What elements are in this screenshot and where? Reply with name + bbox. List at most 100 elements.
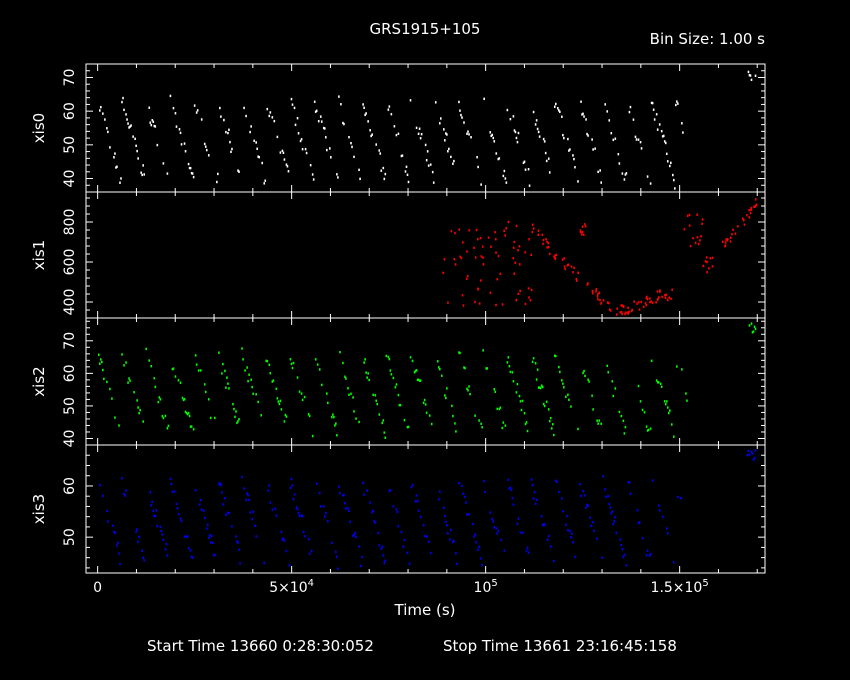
xis3-data-point [310,549,313,553]
xis1-data-point [711,256,714,260]
xis0-data-point [419,137,422,140]
xis0-data-point [669,161,672,165]
xis0-data-point [128,126,130,129]
xis1-data-point [651,301,654,304]
xis0-data-point [395,133,398,137]
xis0-data-point [192,175,195,179]
xis3-data-point [613,519,616,523]
xis0-data-point [338,95,340,98]
xis0-data-point [106,127,108,130]
xis1-data-point [683,228,686,231]
xis0-data-point [668,164,671,168]
xis3-data-point [102,494,104,498]
xis0-data-point [196,109,199,112]
xis2-data-point [532,357,535,360]
xis1-data-point [481,245,484,248]
x-tick-label: 0 [93,580,102,596]
xis2-data-point [358,420,360,424]
xis2-data-point [121,353,123,356]
xis3-data-point [590,524,592,528]
xis2-data-point [407,425,410,429]
xis0-data-point [188,166,191,170]
xis2-data-point [568,398,570,401]
xis2-data-point [195,363,198,366]
xis2-data-point [181,396,184,400]
xis0-data-point [754,74,757,77]
xis0-data-point [635,138,638,141]
xis2-data-point [285,415,288,418]
xis2-data-point [199,369,202,372]
xis2-data-point [271,380,274,383]
xis2-data-point [643,411,646,414]
xis1-data-point [621,304,624,307]
xis2-data-point [480,422,482,425]
xis3-data-point [151,500,154,504]
xis2-data-point [280,408,283,411]
xis1-data-point [524,302,527,306]
xis2-y-tick-label: 70 [62,332,78,350]
xis2-data-point [167,424,170,428]
xis0-data-point [129,125,131,128]
xis1-data-point [655,301,657,304]
xis3-data-point [164,548,167,551]
xis2-data-point [665,400,668,403]
xis2-data-point [246,366,248,369]
xis3-data-point [293,493,296,496]
xis0-data-point [309,164,312,167]
xis1-data-point [546,240,549,244]
xis3-data-point [619,538,622,541]
xis1-data-point [579,230,582,234]
xis1-data-point [577,271,579,275]
xis0-data-point [632,118,635,121]
xis3-data-point [114,531,116,535]
xis0-data-point [249,130,251,134]
xis0-data-point [650,101,653,105]
xis2-data-point [468,385,470,388]
xis2-data-point [303,395,306,399]
xis2-data-point [539,386,542,390]
xis2-data-point [289,358,292,361]
xis0-data-point [204,145,207,148]
xis1-data-point [743,223,746,226]
xis1-data-point [746,213,748,217]
xis1-data-point [489,291,492,294]
xis0-data-point [313,100,316,103]
xis2-data-point [673,435,675,438]
xis3-data-point [249,511,251,514]
xis0-data-point [662,134,665,138]
xis3-data-point [153,514,156,518]
xis2-data-point [350,392,352,395]
xis1-data-point [584,225,587,228]
xis0-data-point [178,128,181,131]
xis2-data-point [314,358,317,361]
xis1-data-point [595,290,597,293]
xis0-data-point [227,131,229,135]
xis2-data-point [99,362,101,365]
xis3-data-point [288,564,291,567]
xis1-data-point [630,309,633,313]
xis0-data-point [121,100,123,104]
xis3-data-point [492,520,495,523]
xis2-data-point [148,359,151,362]
xis2-data-point [521,399,524,403]
xis3-data-point [152,509,155,513]
xis3-data-point [252,510,254,513]
xis0-data-point [624,173,627,176]
xis2-data-point [269,372,272,375]
xis2-data-point [182,398,185,402]
xis2-data-point [416,378,419,382]
xis1-data-point [711,265,714,268]
xis3-data-point [450,528,452,532]
xis0-data-point [646,175,649,178]
xis0-data-point [154,125,157,128]
xis1-data-point [621,312,623,316]
xis1-data-point [531,230,534,234]
xis2-data-point [194,354,197,357]
x-tick-label-exponent: 5 [491,578,497,589]
xis1-data-point [547,245,550,249]
xis1-data-point [595,288,598,291]
xis3-data-point [530,478,533,481]
xis2-data-point [292,361,295,365]
xis0-data-point [577,180,579,183]
xis3-data-point [214,553,216,557]
